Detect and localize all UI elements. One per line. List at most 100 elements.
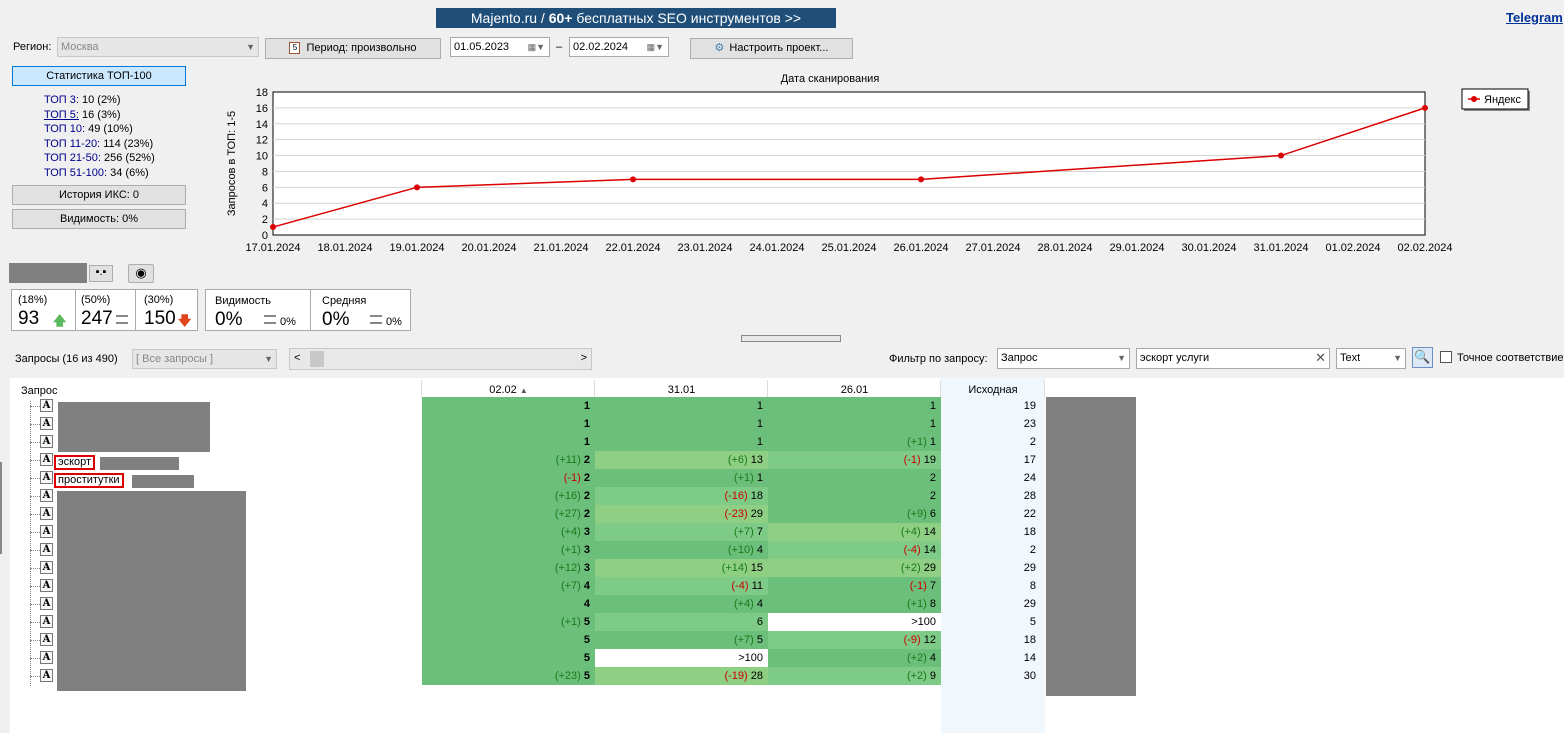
top-stat-label[interactable]: ТОП 3: — [44, 94, 79, 106]
iks-history-button[interactable]: История ИКС: 0 — [12, 185, 186, 205]
position-cell[interactable]: (-4) 11 — [595, 577, 768, 595]
position-cell[interactable]: (+14) 15 — [595, 559, 768, 577]
top-stat-row[interactable]: ТОП 3: 10 (2%) — [44, 93, 155, 108]
top-stat-label[interactable]: ТОП 11-20: — [44, 137, 101, 150]
position-cell[interactable]: (+4) 3 — [422, 523, 595, 541]
scroll-right-icon[interactable]: > — [580, 352, 587, 364]
position-cell[interactable]: (+2) 29 — [768, 559, 941, 577]
query-type-icon: A — [40, 399, 53, 412]
summary-distribution: (18%) 93 🡅 (50%) 247 (30%) 150 🡇 — [11, 289, 198, 331]
top-stat-label[interactable]: ТОП 10: — [44, 123, 86, 136]
collapse-icon[interactable]: ▪.▪ — [89, 265, 113, 282]
eye-icon[interactable]: ◉ — [128, 264, 154, 283]
position-cell[interactable]: (+1) 1 — [595, 469, 768, 487]
position-cell[interactable]: (+7) 4 — [422, 577, 595, 595]
position-cell[interactable]: 1 — [768, 415, 941, 433]
top-stat-label[interactable]: ТОП 51-100: — [44, 166, 108, 179]
position-cell[interactable]: (-19) 28 — [595, 667, 768, 685]
visibility-button[interactable]: Видимость: 0% — [12, 209, 186, 229]
position-cell[interactable]: 2 — [768, 469, 941, 487]
top-stat-label[interactable]: ТОП 21-50: — [44, 152, 101, 165]
top-stat-row[interactable]: ТОП 51-100: 34 (6%) — [44, 166, 155, 181]
match-type-select[interactable]: Text ▼ — [1336, 348, 1406, 369]
search-input[interactable]: эскорт услуги ✕ — [1136, 348, 1330, 369]
header-date-2[interactable]: 31.01 — [667, 384, 696, 396]
chevron-down-icon: ▼ — [264, 354, 273, 364]
date-to-picker[interactable]: 02.02.2024 ▦▼ — [569, 37, 669, 57]
position-value: 11 — [751, 580, 763, 592]
splitter-handle[interactable] — [741, 335, 841, 342]
position-cell[interactable]: (+2) 4 — [768, 649, 941, 667]
position-cell[interactable]: (+7) 5 — [595, 631, 768, 649]
position-cell[interactable]: (+1) 5 — [422, 613, 595, 631]
top-stat-row[interactable]: ТОП 10: 49 (10%) — [44, 122, 155, 137]
top-stat-row[interactable]: ТОП 5: 16 (3%) — [44, 108, 155, 123]
scroll-left-icon[interactable]: < — [294, 352, 301, 364]
setup-project-button[interactable]: ⚙ Настроить проект... — [690, 38, 853, 59]
position-value: 28 — [750, 670, 763, 682]
stats-top100-button[interactable]: Статистика ТОП-100 — [12, 66, 186, 86]
position-cell[interactable]: (+12) 3 — [422, 559, 595, 577]
position-cell[interactable]: (-4) 14 — [768, 541, 941, 559]
position-cell[interactable]: (+23) 5 — [422, 667, 595, 685]
date-from-picker[interactable]: 01.05.2023 ▦▼ — [450, 37, 550, 57]
position-cell[interactable]: 5 — [422, 649, 595, 667]
position-cell[interactable]: (+4) 14 — [768, 523, 941, 541]
filter-field-select[interactable]: Запрос ▼ — [997, 348, 1130, 369]
position-cell[interactable]: 1 — [422, 433, 595, 451]
position-cell[interactable]: (+10) 4 — [595, 541, 768, 559]
header-date-3[interactable]: 26.01 — [840, 384, 869, 396]
position-cell[interactable]: (-1) 7 — [768, 577, 941, 595]
position-cell[interactable]: >100 — [768, 613, 941, 631]
position-cell[interactable]: 1 — [595, 433, 768, 451]
position-cell[interactable]: 1 — [768, 397, 941, 415]
position-cell[interactable]: (+27) 2 — [422, 505, 595, 523]
top-stat-label[interactable]: ТОП 5: — [44, 108, 79, 121]
position-cell[interactable]: (-1) 19 — [768, 451, 941, 469]
position-cell[interactable]: 1 — [422, 415, 595, 433]
position-cell[interactable]: 4 — [422, 595, 595, 613]
position-cell[interactable]: (-1) 2 — [422, 469, 595, 487]
region-select[interactable]: Москва ▼ — [57, 37, 259, 57]
position-cell[interactable]: (+9) 6 — [768, 505, 941, 523]
position-cell[interactable]: (-16) 18 — [595, 487, 768, 505]
position-cell[interactable]: (+1) 1 — [768, 433, 941, 451]
scroll-thumb[interactable] — [310, 351, 324, 367]
position-cell[interactable]: (+16) 2 — [422, 487, 595, 505]
position-cell[interactable]: (+2) 9 — [768, 667, 941, 685]
clear-icon[interactable]: ✕ — [1315, 350, 1326, 365]
position-cell[interactable]: 1 — [595, 397, 768, 415]
position-cell[interactable]: (-9) 12 — [768, 631, 941, 649]
position-cell[interactable]: 6 — [595, 613, 768, 631]
top-stat-row[interactable]: ТОП 21-50: 256 (52%) — [44, 151, 155, 166]
position-cell[interactable]: 1 — [422, 397, 595, 415]
position-cell[interactable]: (+4) 4 — [595, 595, 768, 613]
telegram-link[interactable]: Telegram — [1506, 10, 1563, 25]
position-value: 5 — [583, 634, 590, 646]
position-cell[interactable]: 2 — [768, 487, 941, 505]
header-original[interactable]: Исходная — [968, 384, 1018, 396]
header-query[interactable]: Запрос — [21, 385, 58, 397]
query-type-icon: A — [40, 543, 53, 556]
position-cell[interactable]: >100 — [595, 649, 768, 667]
top-stat-row[interactable]: ТОП 11-20: 114 (23%) — [44, 137, 155, 152]
position-cell[interactable]: 5 — [422, 631, 595, 649]
left-resize-handle[interactable] — [0, 462, 6, 554]
period-button[interactable]: 5 Период: произвольно — [265, 38, 441, 59]
promo-banner[interactable]: Majento.ru / 60+ бесплатных SEO инструме… — [436, 8, 836, 28]
region-label: Регион: — [13, 41, 52, 53]
position-cell[interactable]: (+6) 13 — [595, 451, 768, 469]
horizontal-scrollbar[interactable]: < > — [289, 348, 592, 370]
exact-match-checkbox[interactable] — [1440, 351, 1452, 363]
queries-count: Запросы (16 из 490) — [15, 353, 118, 365]
position-cell[interactable]: (+7) 7 — [595, 523, 768, 541]
position-cell[interactable]: (-23) 29 — [595, 505, 768, 523]
position-cell[interactable]: (+1) 8 — [768, 595, 941, 613]
position-cell[interactable]: 1 — [595, 415, 768, 433]
search-icon[interactable]: 🔍 — [1412, 347, 1433, 368]
position-cell[interactable]: (+1) 3 — [422, 541, 595, 559]
queries-filter-select[interactable]: [ Все запросы ] ▼ — [132, 349, 277, 369]
header-date-1[interactable]: 02.02 ▲ — [422, 378, 595, 398]
x-tick-label: 26.01.2024 — [893, 242, 948, 254]
position-cell[interactable]: (+11) 2 — [422, 451, 595, 469]
